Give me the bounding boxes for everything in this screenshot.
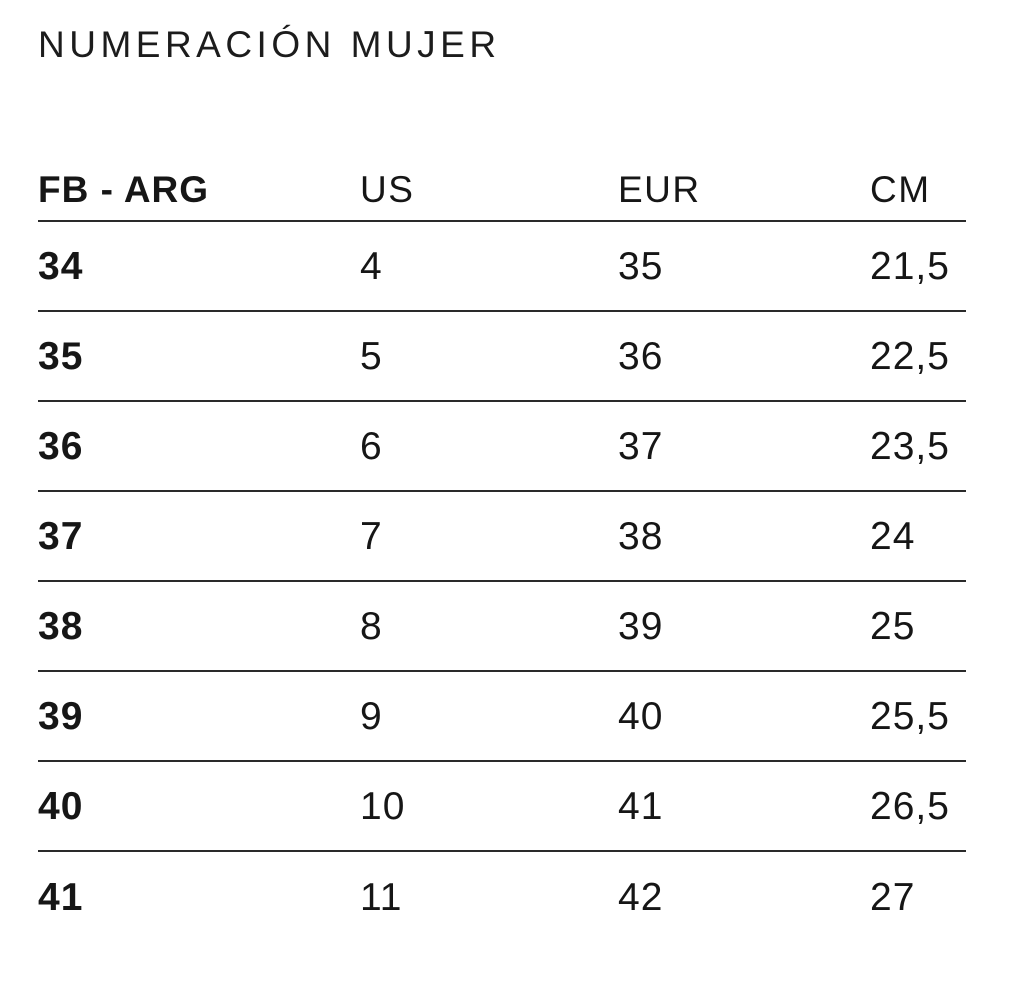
cell-us: 10	[360, 784, 406, 828]
table-row: 36 6 37 23,5	[38, 402, 966, 492]
table-row: 35 5 36 22,5	[38, 312, 966, 402]
cell-eur: 38	[618, 514, 664, 558]
cell-eur: 41	[618, 784, 664, 828]
column-header-us: US	[360, 169, 415, 210]
cell-fb-arg: 41	[38, 875, 84, 919]
cell-us: 11	[360, 875, 403, 919]
cell-cm: 21,5	[870, 244, 950, 288]
size-conversion-table: FB - ARG US EUR CM 34 4 35 21,5 35 5 36 …	[38, 150, 966, 942]
cell-us: 5	[360, 334, 383, 378]
table-row: 34 4 35 21,5	[38, 222, 966, 312]
cell-cm: 25,5	[870, 694, 950, 738]
cell-cm: 27	[870, 875, 916, 919]
table-row: 40 10 41 26,5	[38, 762, 966, 852]
cell-eur: 39	[618, 604, 664, 648]
cell-cm: 26,5	[870, 784, 950, 828]
column-header-cm: CM	[870, 169, 931, 210]
cell-eur: 40	[618, 694, 664, 738]
table-row: 41 11 42 27	[38, 852, 966, 942]
table-row: 38 8 39 25	[38, 582, 966, 672]
cell-cm: 24	[870, 514, 916, 558]
column-header-fb-arg: FB - ARG	[38, 169, 210, 210]
cell-us: 4	[360, 244, 383, 288]
cell-fb-arg: 40	[38, 784, 84, 828]
cell-us: 8	[360, 604, 383, 648]
cell-eur: 36	[618, 334, 664, 378]
table-header-row: FB - ARG US EUR CM	[38, 150, 966, 222]
cell-us: 7	[360, 514, 383, 558]
cell-us: 6	[360, 424, 383, 468]
cell-fb-arg: 34	[38, 244, 84, 288]
cell-fb-arg: 35	[38, 334, 84, 378]
page-title: NUMERACIÓN MUJER	[38, 24, 501, 65]
cell-cm: 22,5	[870, 334, 950, 378]
cell-cm: 25	[870, 604, 916, 648]
cell-us: 9	[360, 694, 383, 738]
table-row: 37 7 38 24	[38, 492, 966, 582]
cell-cm: 23,5	[870, 424, 950, 468]
table-body: 34 4 35 21,5 35 5 36 22,5 36 6 37 23,5 3…	[38, 222, 966, 942]
cell-eur: 42	[618, 875, 664, 919]
cell-fb-arg: 39	[38, 694, 84, 738]
cell-fb-arg: 38	[38, 604, 84, 648]
column-header-eur: EUR	[618, 169, 701, 210]
cell-fb-arg: 36	[38, 424, 84, 468]
cell-fb-arg: 37	[38, 514, 84, 558]
cell-eur: 37	[618, 424, 664, 468]
table-row: 39 9 40 25,5	[38, 672, 966, 762]
cell-eur: 35	[618, 244, 664, 288]
